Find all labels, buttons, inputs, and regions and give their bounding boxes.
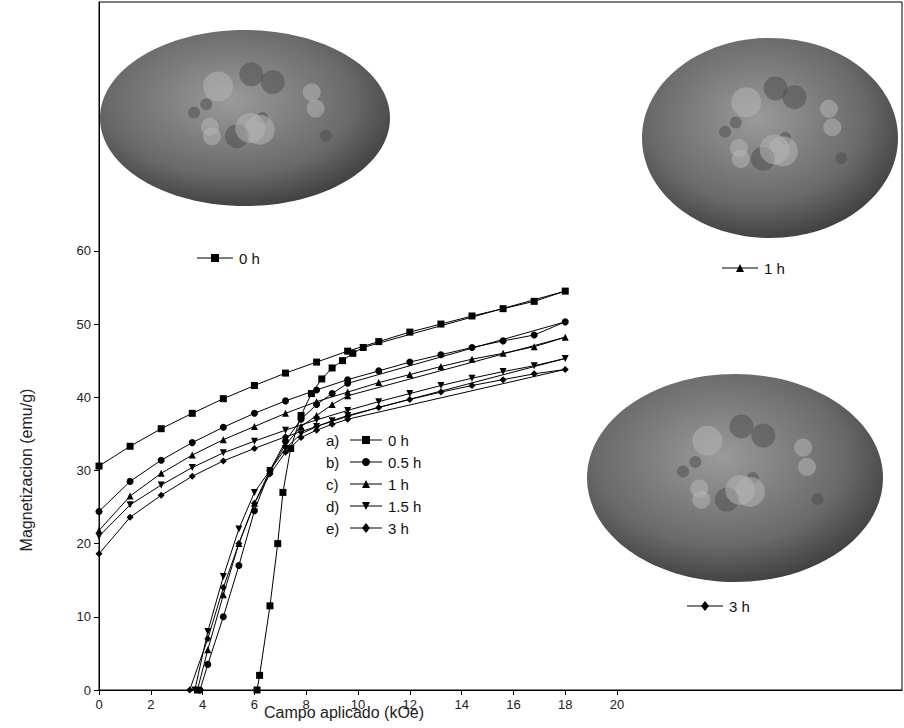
svg-text:Campo aplicado (kOe): Campo aplicado (kOe): [264, 704, 424, 721]
svg-text:3 h: 3 h: [388, 520, 409, 537]
svg-text:0 h: 0 h: [388, 432, 409, 449]
svg-text:0: 0: [95, 697, 102, 712]
svg-text:4: 4: [199, 697, 206, 712]
svg-text:c): c): [326, 476, 339, 493]
svg-text:14: 14: [454, 697, 468, 712]
svg-text:b): b): [326, 454, 339, 471]
svg-text:16: 16: [506, 697, 520, 712]
svg-text:2: 2: [147, 697, 154, 712]
svg-text:60: 60: [77, 243, 91, 258]
svg-text:20: 20: [77, 536, 91, 551]
svg-text:a): a): [326, 432, 339, 449]
svg-text:Magnetizacion (emu/g): Magnetizacion (emu/g): [18, 389, 35, 552]
svg-text:6: 6: [251, 697, 258, 712]
svg-text:30: 30: [77, 463, 91, 478]
svg-text:3 h: 3 h: [729, 598, 750, 615]
svg-text:50: 50: [77, 317, 91, 332]
svg-text:0 h: 0 h: [239, 250, 260, 267]
svg-text:d): d): [326, 498, 339, 515]
svg-text:20: 20: [610, 697, 624, 712]
svg-text:10: 10: [77, 609, 91, 624]
svg-text:1.5 h: 1.5 h: [388, 498, 421, 515]
svg-text:40: 40: [77, 390, 91, 405]
svg-text:1 h: 1 h: [388, 476, 409, 493]
svg-text:e): e): [326, 520, 339, 537]
svg-text:0.5 h: 0.5 h: [388, 454, 421, 471]
svg-text:0: 0: [84, 683, 91, 698]
svg-text:18: 18: [558, 697, 572, 712]
svg-text:1 h: 1 h: [764, 260, 785, 277]
